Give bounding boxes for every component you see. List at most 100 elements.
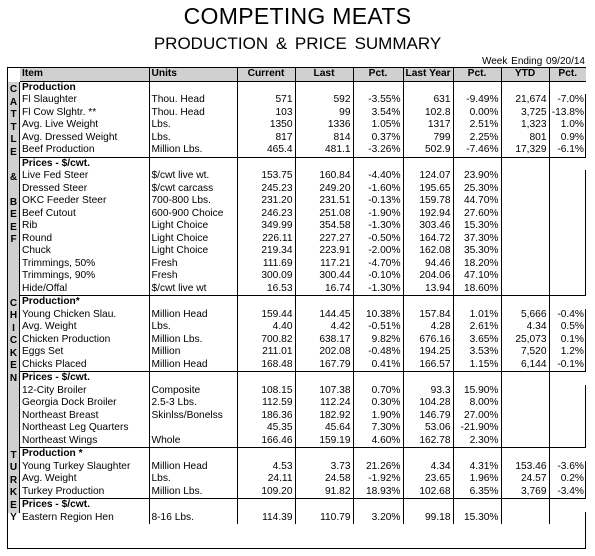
cell-item: Round <box>22 232 53 244</box>
cell-pct-ytd <box>548 422 586 435</box>
side-letter: T <box>10 449 17 461</box>
cell-last-year: 13.94 <box>402 282 453 296</box>
side-letter: & <box>9 171 18 183</box>
cell-last <box>294 447 353 461</box>
cell-units: Million Lbs. <box>148 485 237 499</box>
cell-pct: -1.30% <box>352 282 403 296</box>
cell-pct: -2.00% <box>352 245 403 258</box>
cell-ytd: 7,520 <box>500 346 549 359</box>
cell-current: 112.59 <box>236 397 295 410</box>
cell-ytd: 3,725 <box>500 106 549 119</box>
cell-last: 144.45 <box>294 308 353 321</box>
cell-ytd: 6,144 <box>500 358 549 372</box>
cell-current: 231.20 <box>236 195 295 208</box>
cell-pct-last-year: 4.31% <box>452 460 501 473</box>
cell-item: Turkey Production <box>22 485 105 497</box>
cell-units: Million Head <box>148 460 237 473</box>
cell-pct-last-year: -9.49% <box>452 94 501 107</box>
cell-current: 103 <box>236 106 295 119</box>
cell-item: Prices - $/cwt. <box>20 371 149 385</box>
cell-last: 249.20 <box>294 182 353 195</box>
cell-pct-last-year: 6.35% <box>452 485 501 499</box>
cell-pct-ytd: 0.2% <box>548 473 586 486</box>
cell-ytd: 153.46 <box>500 460 549 473</box>
cell-ytd: 801 <box>500 131 549 144</box>
cell-item: Production* <box>20 295 149 309</box>
cell-units: Lbs. <box>148 473 237 486</box>
cell-pct-ytd <box>548 498 586 512</box>
side-letter: Y <box>10 512 17 523</box>
cell-current: 226.11 <box>236 232 295 245</box>
table-row: Beef Production Million Lbs. 465.4 481.1 -3.… <box>20 144 586 157</box>
cell-current <box>236 156 295 170</box>
col-header-last-year: Last Year <box>402 68 453 82</box>
cell-item: Avg. Weight <box>22 321 77 333</box>
cell-pct-ytd <box>548 182 586 195</box>
cell-units <box>148 422 237 435</box>
cell-ytd <box>500 511 549 524</box>
cell-ytd <box>500 232 549 245</box>
cell-pct: -0.13% <box>352 195 403 208</box>
table-row: Chicks Placed Million Head 168.48 167.79 0.4… <box>20 358 586 372</box>
section-header-row: Production * <box>20 447 586 461</box>
table-row: Beef Cutout 600-900 Choice 246.23 251.08 -1.… <box>20 207 586 220</box>
table-row: Northeast Breast Skinlss/Bonelss 186.36 182… <box>20 409 586 422</box>
cell-pct-last-year <box>452 156 501 170</box>
cell-item: Young Chicken Slau. <box>22 308 117 320</box>
cell-pct-last-year: 25.30% <box>452 182 501 195</box>
table-row: OKC Feeder Steer 700-800 Lbs. 231.20 231.51… <box>20 195 586 208</box>
cell-units: Fresh <box>148 257 237 270</box>
cell-last-year: 4.28 <box>402 321 453 334</box>
cell-last-year: 502.9 <box>402 144 453 157</box>
cell-last-year: 799 <box>402 131 453 144</box>
cell-ytd <box>500 245 549 258</box>
cell-current: 111.69 <box>236 257 295 270</box>
cell-ytd <box>500 422 549 435</box>
cell-current <box>236 81 295 94</box>
cell-ytd: 3,769 <box>500 485 549 499</box>
side-letter: E <box>10 360 17 371</box>
cell-units: Million Lbs. <box>148 144 237 157</box>
cell-item: Chicken Production <box>22 333 111 345</box>
cell-units: Lbs. <box>148 119 237 132</box>
cell-last-year: 102.8 <box>402 106 453 119</box>
cell-pct: 10.38% <box>352 308 403 321</box>
cell-pct: 21.26% <box>352 460 403 473</box>
cell-ytd: 25,073 <box>500 333 549 346</box>
cell-last-year: 194.25 <box>402 346 453 359</box>
table-row: Turkey Production Million Lbs. 109.20 91.82… <box>20 485 586 499</box>
cell-last <box>294 371 353 385</box>
side-letter: L <box>10 134 17 145</box>
cell-item: Fl Cow Slghtr. ** <box>22 106 97 118</box>
cell-pct-ytd <box>548 371 586 385</box>
cell-pct-ytd <box>548 81 586 94</box>
cell-pct: -0.10% <box>352 270 403 283</box>
cell-units: Whole <box>148 434 237 448</box>
table-row: Round Light Choice 226.11 227.27 -0.50% 164.7… <box>20 232 586 245</box>
cell-pct: -0.48% <box>352 346 403 359</box>
cell-last-year: 166.57 <box>402 358 453 372</box>
cell-last: 99 <box>294 106 353 119</box>
cell-current <box>236 447 295 461</box>
cell-item: Georgia Dock Broiler <box>22 397 117 409</box>
cell-units: Million Head <box>148 358 237 372</box>
table-row: Eggs Set Million 211.01 202.08 -0.48% 194.25 3… <box>20 346 586 359</box>
cell-pct-ytd: 1.0% <box>548 119 586 132</box>
side-letter: T <box>10 121 17 133</box>
cell-last: 24.58 <box>294 473 353 486</box>
cell-last: 16.74 <box>294 282 353 296</box>
cell-current: 109.20 <box>236 485 295 499</box>
table-header-row: Item Units Current Last Pct. Last Year P… <box>20 68 586 82</box>
report-title: COMPETING MEATS <box>183 3 412 29</box>
cell-pct-ytd <box>548 156 586 170</box>
side-letter: C <box>9 297 18 309</box>
cell-last-year: 104.28 <box>402 397 453 410</box>
table-row: Fl Slaughter Thou. Head 571 592 -3.55% 631 -9.… <box>20 94 586 107</box>
table-row: Chuck Light Choice 219.34 223.91 -2.00% 162.0… <box>20 245 586 258</box>
table-row: Young Turkey Slaughter Million Head 4.53 3.… <box>20 460 586 473</box>
cell-last-year: 676.16 <box>402 333 453 346</box>
cell-last: 227.27 <box>294 232 353 245</box>
cell-pct-ytd: 0.9% <box>548 131 586 144</box>
cell-pct <box>352 371 403 385</box>
side-letter: T <box>10 109 17 120</box>
